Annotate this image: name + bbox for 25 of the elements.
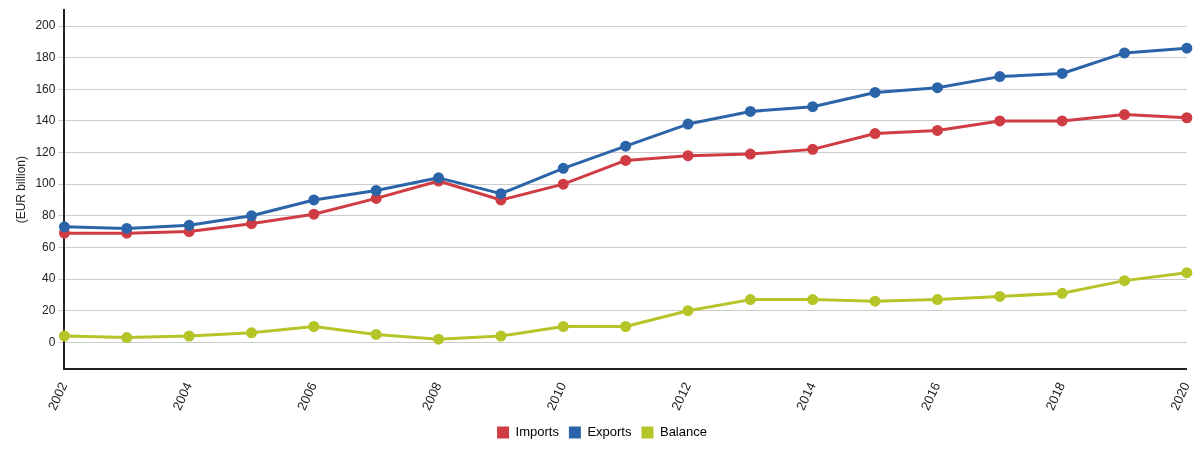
y-tick-label: 200 [35, 18, 56, 33]
x-tick-label: 2016 [917, 379, 944, 413]
y-tick-label: 80 [42, 208, 56, 223]
x-tick-label: 2010 [543, 379, 570, 413]
x-tick-label: 2020 [1167, 379, 1193, 413]
y-tick-label: 180 [35, 49, 56, 64]
y-tick-label: 120 [35, 144, 56, 159]
y-tick-label: 100 [35, 176, 56, 191]
x-tick-label: 2004 [169, 379, 196, 413]
y-axis-title: (EUR billion) [13, 156, 28, 224]
y-tick-label: 0 [48, 334, 56, 349]
legend-label: Imports [515, 424, 560, 440]
x-tick-label: 2018 [1042, 379, 1069, 413]
y-tick-label: 40 [42, 271, 56, 286]
x-tick-label: 2014 [792, 379, 819, 413]
x-tick-label: 2012 [668, 379, 694, 413]
y-tick-label: 20 [42, 302, 56, 317]
y-tick-label: 60 [42, 239, 56, 254]
x-tick-label: 2002 [44, 379, 71, 413]
y-tick-label: 160 [35, 81, 56, 96]
x-tick-label: 2006 [294, 379, 320, 413]
x-tick-label: 2008 [418, 379, 445, 413]
y-tick-label: 140 [35, 113, 56, 128]
legend-label: Balance [659, 424, 707, 440]
legend-label: Exports [587, 424, 632, 440]
